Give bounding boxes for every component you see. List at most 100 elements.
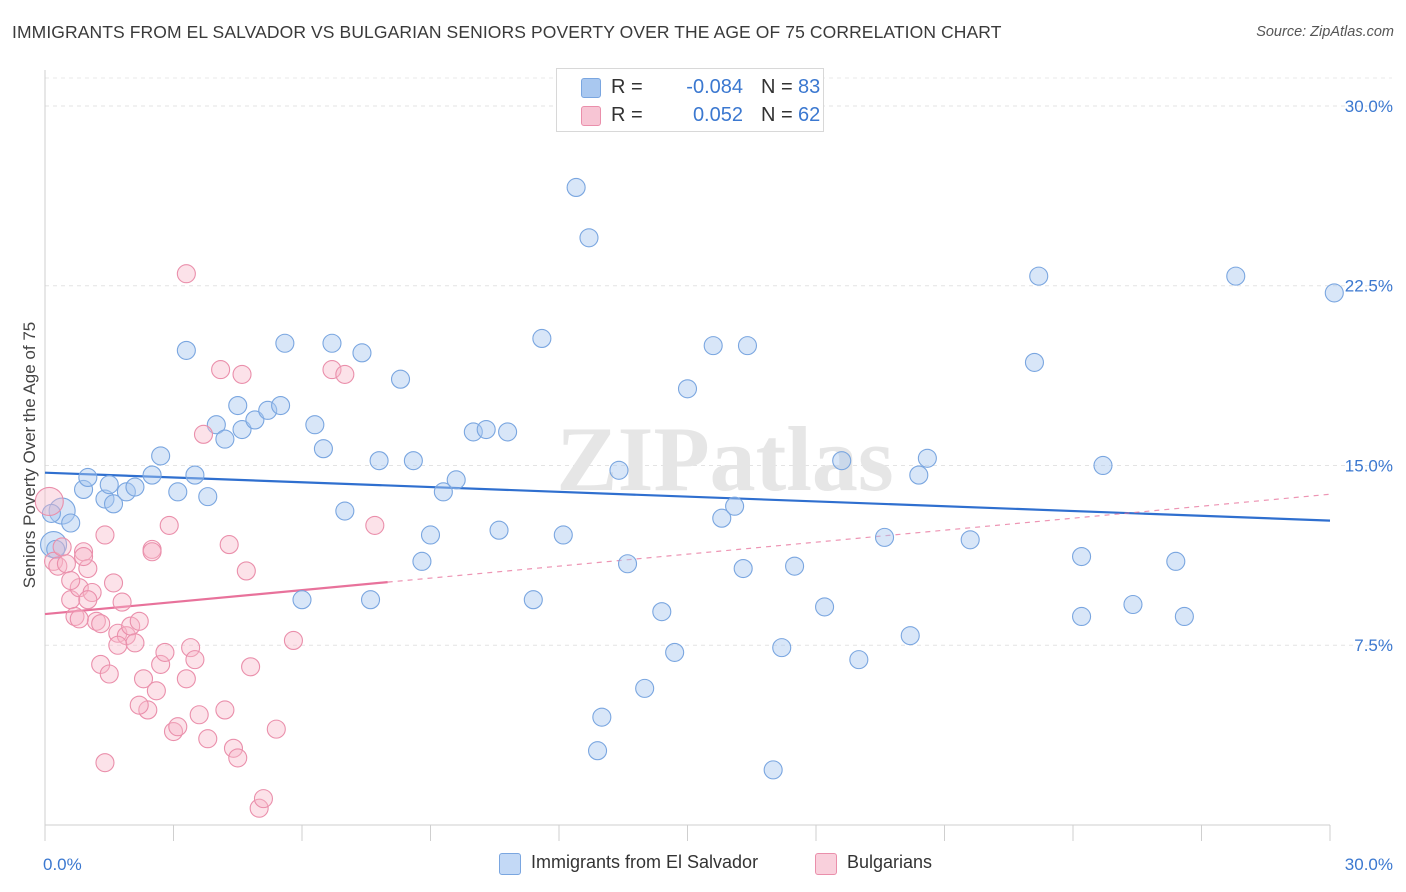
point-el-salvador [271, 396, 291, 416]
point-el-salvador [635, 678, 655, 698]
point-bulgarians [249, 798, 269, 818]
point-el-salvador [151, 446, 171, 466]
point-el-salvador [232, 419, 252, 440]
point-el-salvador [1166, 551, 1186, 571]
point-bulgarians [155, 642, 175, 662]
point-bulgarians [223, 738, 244, 758]
point-bulgarians [253, 789, 274, 809]
point-el-salvador [313, 439, 333, 459]
point-el-salvador [652, 602, 672, 622]
point-el-salvador [245, 410, 265, 430]
point-el-salvador [1072, 606, 1092, 627]
point-bulgarians [283, 630, 303, 650]
legend-swatch-blue [581, 78, 601, 98]
point-el-salvador [78, 467, 98, 488]
point-bulgarians [159, 515, 179, 535]
legend-r-label: R = [611, 76, 643, 98]
point-bulgarians [365, 515, 385, 535]
trend-line-bulgarians-dashed [387, 493, 1331, 583]
point-el-salvador [99, 475, 119, 495]
point-el-salvador [712, 508, 732, 528]
point-el-salvador [74, 479, 94, 499]
legend-n-value: 62 [798, 104, 821, 126]
axes [44, 70, 1331, 841]
point-el-salvador [725, 496, 745, 516]
point-bulgarians [133, 669, 154, 689]
point-el-salvador [1029, 266, 1049, 286]
series-bulgarians-points [34, 264, 385, 818]
point-el-salvador [609, 460, 629, 480]
tick-labels: 7.5% 15.0% 22.5% 30.0% 0.0% 30.0% [43, 97, 1393, 874]
point-el-salvador [176, 340, 196, 360]
point-bulgarians [189, 705, 209, 725]
stats-legend: R = -0.084 N = 83 R = 0.052 N = 62 [556, 68, 824, 132]
point-el-salvador [532, 328, 552, 348]
point-bulgarians [266, 719, 286, 739]
point-el-salvador [1072, 547, 1092, 567]
point-el-salvador [1123, 594, 1143, 615]
point-el-salvador [61, 513, 81, 533]
bottom-legend-swatch-pink [815, 853, 837, 875]
legend-r-label: R = [611, 104, 643, 126]
point-el-salvador [1174, 606, 1194, 627]
point-bulgarians [168, 717, 188, 737]
point-bulgarians [322, 360, 342, 380]
point-el-salvador [900, 626, 920, 646]
point-bulgarians [241, 657, 261, 677]
point-bulgarians [215, 700, 235, 720]
point-el-salvador [412, 551, 432, 571]
point-el-salvador [1226, 266, 1246, 286]
point-el-salvador [703, 336, 723, 356]
trend-line-bulgarians-solid [44, 581, 388, 616]
point-el-salvador [420, 525, 441, 545]
point-el-salvador [553, 525, 573, 545]
y-tick-label: 30.0% [1345, 97, 1393, 116]
point-el-salvador [489, 520, 509, 540]
trend-lines [44, 471, 1331, 616]
point-el-salvador [292, 590, 312, 610]
x-tick-label: 0.0% [43, 855, 82, 874]
point-el-salvador [665, 642, 685, 662]
point-bulgarians [232, 364, 252, 384]
point-el-salvador [592, 707, 612, 727]
point-bulgarians [129, 695, 149, 715]
point-bulgarians [108, 635, 128, 655]
bottom-legend-label: Bulgarians [847, 852, 933, 872]
point-bulgarians [103, 573, 124, 593]
point-el-salvador [772, 638, 792, 658]
point-el-salvador [566, 177, 586, 197]
x-tick-label: 30.0% [1345, 855, 1393, 874]
point-el-salvador [785, 556, 805, 576]
point-el-salvador [763, 760, 783, 780]
point-el-salvador [142, 465, 162, 485]
bottom-legend-swatch-blue [499, 853, 521, 875]
point-bulgarians [74, 547, 94, 567]
point-el-salvador [390, 369, 411, 389]
point-bulgarians [335, 364, 355, 384]
point-el-salvador [579, 228, 599, 248]
point-bulgarians [185, 650, 205, 670]
point-bulgarians [146, 681, 166, 701]
series-el-salvador-points [40, 177, 1344, 780]
point-el-salvador [917, 448, 937, 468]
point-el-salvador [369, 451, 389, 471]
trend-line-el-salvador [44, 471, 1331, 522]
point-bulgarians [236, 561, 256, 581]
point-el-salvador [168, 482, 188, 502]
point-bulgarians [34, 486, 64, 516]
bottom-legend-label: Immigrants from El Salvador [531, 852, 759, 872]
point-bulgarians [228, 748, 248, 768]
point-el-salvador [733, 558, 753, 579]
point-bulgarians [125, 633, 145, 653]
point-bulgarians [95, 525, 115, 545]
point-el-salvador [322, 333, 342, 353]
point-el-salvador [587, 741, 608, 761]
point-bulgarians [78, 590, 98, 610]
point-bulgarians [142, 542, 162, 562]
point-el-salvador [1324, 283, 1344, 303]
point-bulgarians [69, 609, 89, 629]
point-el-salvador [335, 501, 355, 521]
point-el-salvador [305, 415, 325, 435]
point-el-salvador [446, 470, 466, 490]
